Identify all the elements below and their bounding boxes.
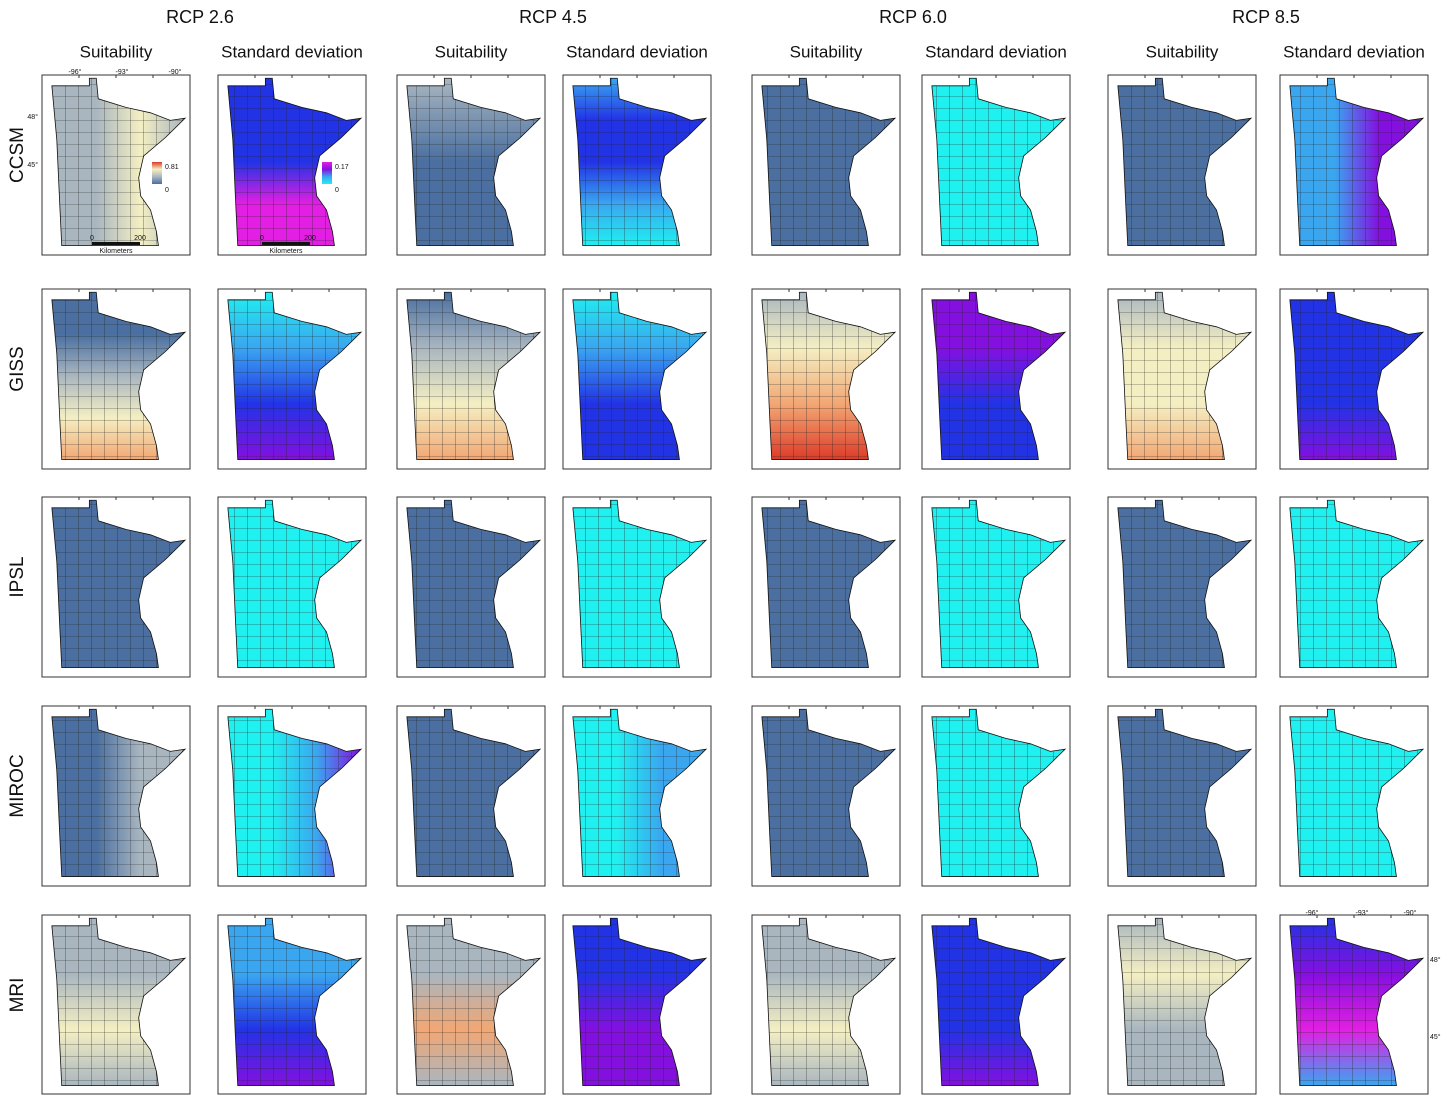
panel-heading: Suitability <box>435 42 508 61</box>
county-lines <box>1290 500 1423 667</box>
county-lines <box>52 500 185 667</box>
model-label: IPSL <box>7 556 28 597</box>
rcp-title: RCP 6.0 <box>879 7 947 27</box>
panel-heading: Standard deviation <box>925 42 1067 61</box>
county-lines <box>573 292 706 459</box>
legend-bar <box>152 162 162 184</box>
legend-min: 0 <box>165 187 169 194</box>
model-label: MRI <box>7 978 28 1013</box>
legend-max: 0.17 <box>335 164 349 171</box>
longitude-label: -96° <box>1306 909 1319 917</box>
county-lines <box>932 292 1065 459</box>
county-lines <box>52 78 185 245</box>
county-lines <box>573 918 706 1085</box>
county-lines <box>407 709 540 876</box>
county-lines <box>573 709 706 876</box>
county-lines <box>1290 709 1423 876</box>
scale-label: 200 <box>134 235 146 242</box>
county-lines <box>407 292 540 459</box>
county-lines <box>762 709 895 876</box>
longitude-label: -90° <box>1404 909 1417 917</box>
panel-heading: Standard deviation <box>221 42 363 61</box>
longitude-label: -93° <box>1356 909 1369 917</box>
panel-heading: Standard deviation <box>566 42 708 61</box>
county-lines <box>932 78 1065 245</box>
rcp-title: RCP 2.6 <box>166 7 234 27</box>
legend-min: 0 <box>335 187 339 194</box>
scale-unit: Kilometers <box>269 248 303 255</box>
county-lines <box>1118 78 1251 245</box>
county-lines <box>762 918 895 1085</box>
county-lines <box>407 918 540 1085</box>
model-label: CCSM <box>7 127 28 183</box>
county-lines <box>1290 78 1423 245</box>
latitude-label: 45° <box>27 161 38 169</box>
scale-bar <box>262 242 310 245</box>
model-label: GISS <box>7 346 28 391</box>
county-lines <box>1290 918 1423 1085</box>
legend-max: 0.81 <box>165 164 179 171</box>
county-lines <box>762 78 895 245</box>
county-lines <box>228 709 361 876</box>
longitude-label: -93° <box>116 68 129 76</box>
county-lines <box>228 918 361 1085</box>
county-lines <box>762 292 895 459</box>
model-label: MIROC <box>7 754 28 817</box>
scale-label: 200 <box>304 235 316 242</box>
panel-heading: Suitability <box>790 42 863 61</box>
county-lines <box>52 709 185 876</box>
panel-heading: Suitability <box>80 42 153 61</box>
scale-unit: Kilometers <box>99 248 133 255</box>
panel-heading: Suitability <box>1146 42 1219 61</box>
county-lines <box>1118 292 1251 459</box>
county-lines <box>228 292 361 459</box>
county-lines <box>228 500 361 667</box>
county-lines <box>1118 918 1251 1085</box>
panel-heading: Standard deviation <box>1283 42 1425 61</box>
county-lines <box>1290 292 1423 459</box>
scale-bar <box>92 242 140 245</box>
rcp-title: RCP 4.5 <box>519 7 587 27</box>
latitude-label: 48° <box>1430 956 1441 964</box>
county-lines <box>407 500 540 667</box>
county-lines <box>228 78 361 245</box>
latitude-label: 45° <box>1430 1033 1441 1041</box>
figure: RCP 2.6 Suitability Standard deviation RCP … <box>0 0 1448 1095</box>
county-lines <box>52 292 185 459</box>
county-lines <box>1118 500 1251 667</box>
rcp-title: RCP 8.5 <box>1232 7 1300 27</box>
county-lines <box>407 78 540 245</box>
county-lines <box>932 918 1065 1085</box>
county-lines <box>932 500 1065 667</box>
longitude-label: -96° <box>69 68 82 76</box>
scale-label: 0 <box>90 235 94 242</box>
longitude-label: -90° <box>169 68 182 76</box>
county-lines <box>573 78 706 245</box>
county-lines <box>52 918 185 1085</box>
latitude-label: 48° <box>27 113 38 121</box>
county-lines <box>573 500 706 667</box>
legend-bar <box>322 162 332 184</box>
scale-label: 0 <box>260 235 264 242</box>
county-lines <box>1118 709 1251 876</box>
county-lines <box>932 709 1065 876</box>
county-lines <box>762 500 895 667</box>
